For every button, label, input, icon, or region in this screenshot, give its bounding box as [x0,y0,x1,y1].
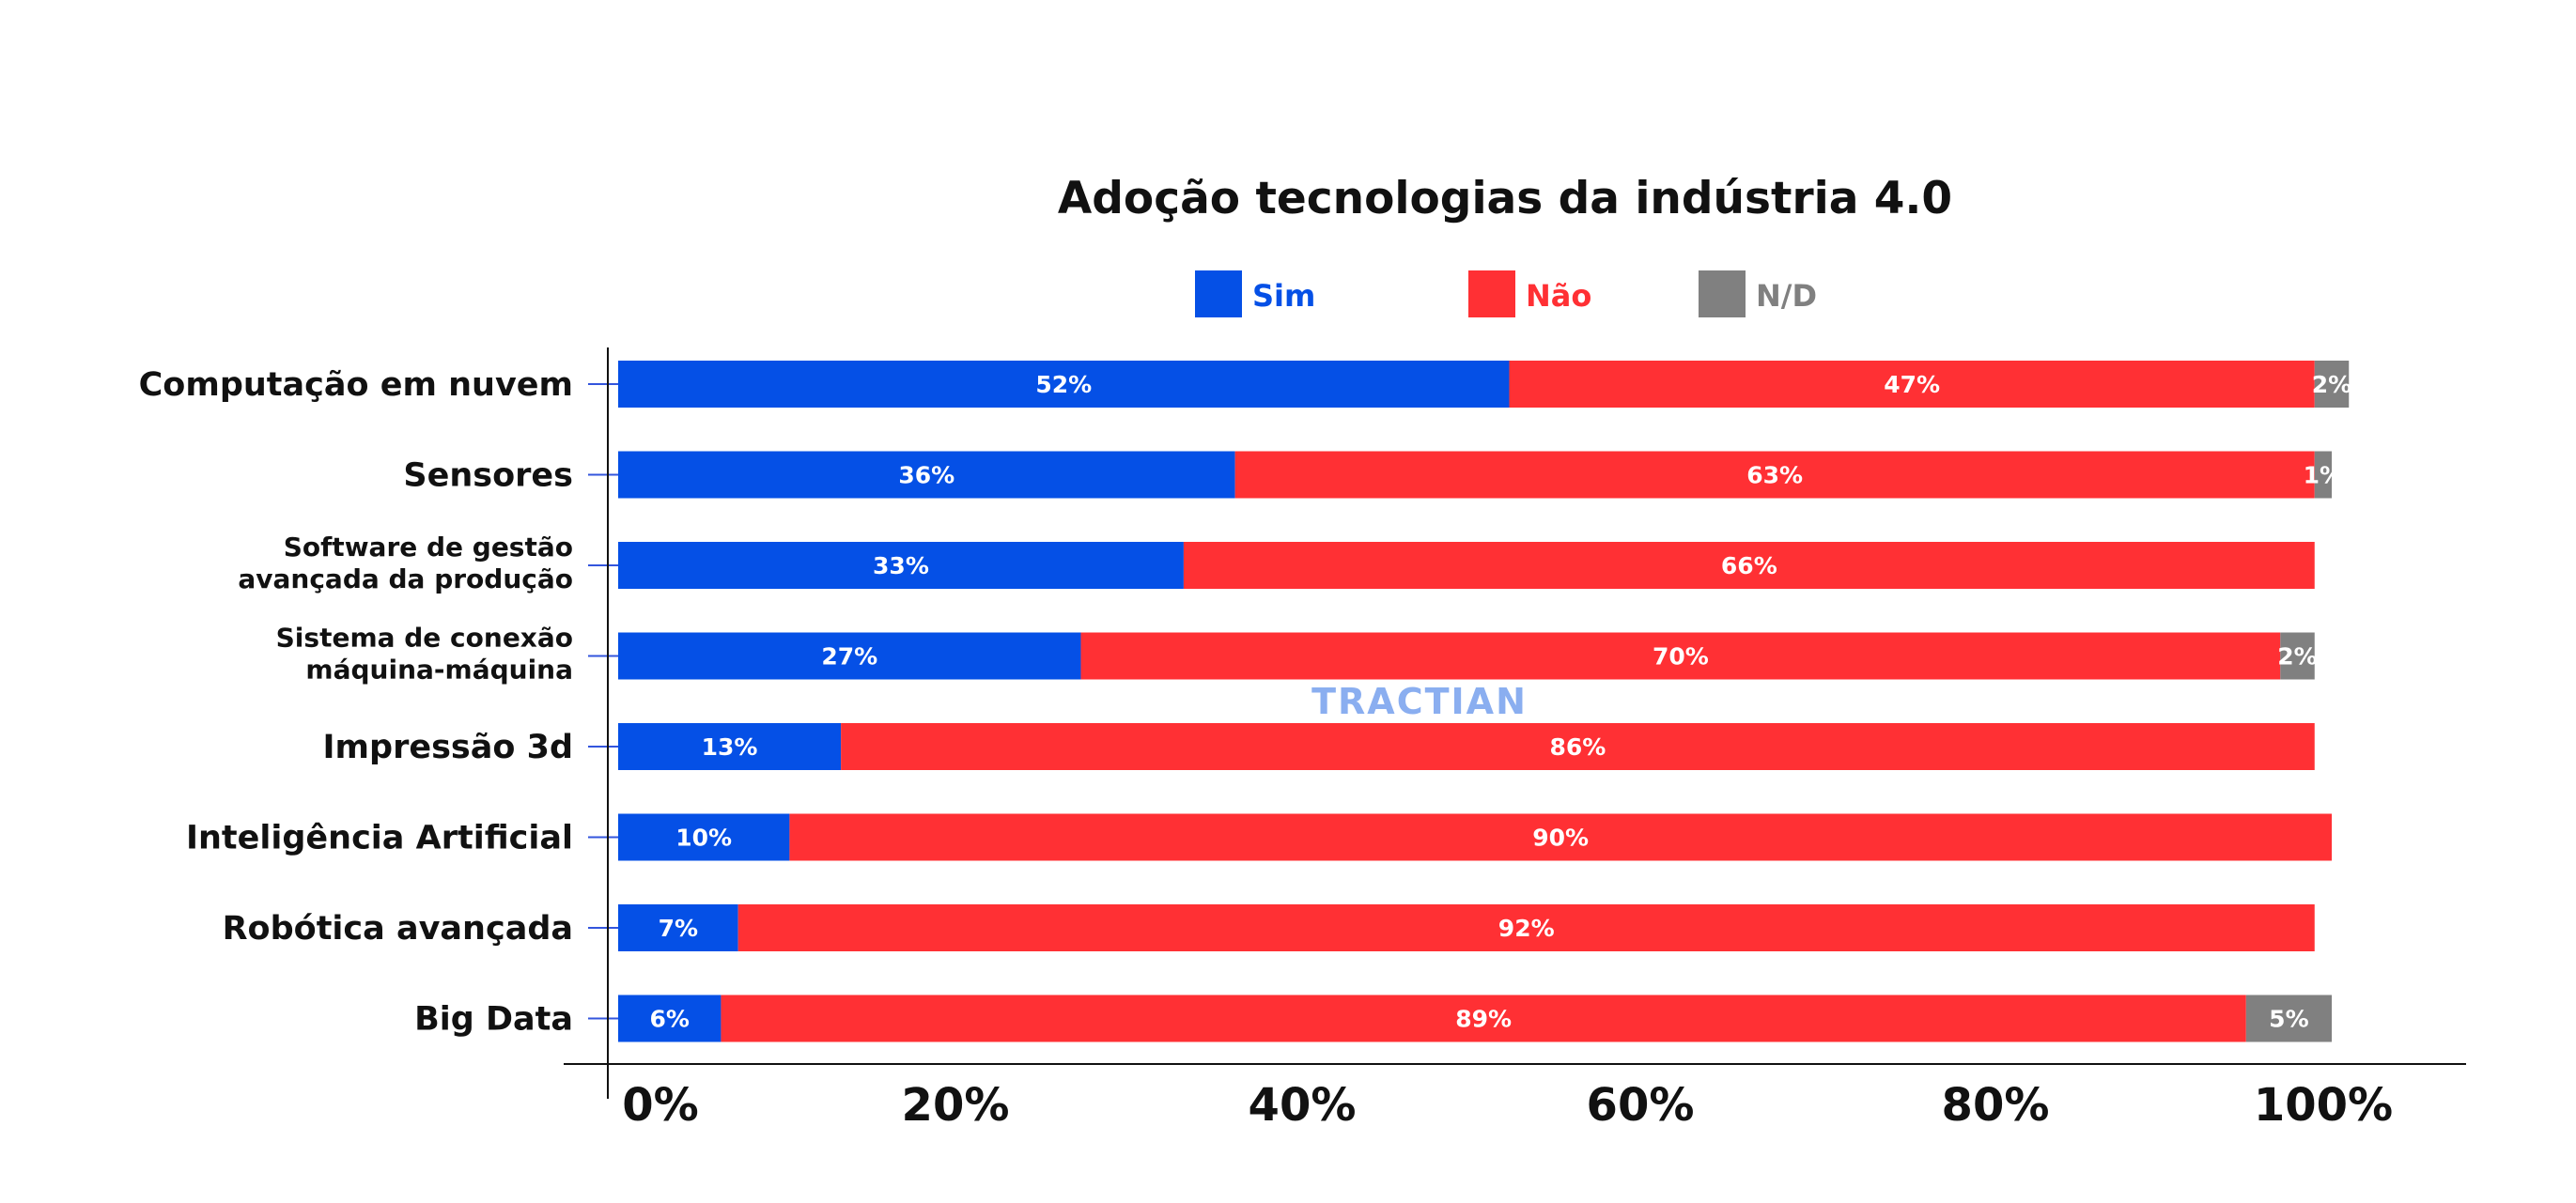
category-label-big-data: Big Data [414,1001,573,1039]
bar-n-d-sensores [2314,451,2332,499]
x-tick-label-60: 60% [1587,1079,1695,1132]
bar-nao-sensores [1234,451,2315,499]
data-label-n-d-sistema-de-conexao-maquina-maquina: 2% [2277,643,2317,671]
data-label-nao-sistema-de-conexao-maquina-maquina: 70% [1653,643,1709,671]
bar-nao-software-de-gestao-avancada-da-producao [1183,542,2315,589]
x-tick-label-80: 80% [1942,1079,2050,1132]
data-label-sim-impressao-3d: 13% [702,733,758,761]
data-label-nao-impressao-3d: 86% [1550,733,1606,761]
x-tick-label-20: 20% [902,1079,1010,1132]
bar-row-sensores: Sensores 36% 63% 1% [403,451,2343,499]
bar-row-robotica-avancada: Robótica avançada 7% 92% [223,904,2315,951]
bar-row-impressao-3d: Impressão 3d 13% 86% [323,723,2315,770]
legend-swatch-sim [1195,270,1242,317]
data-label-nao-computacao-em-nuvem: 47% [1884,371,1940,398]
category-label-computacao-em-nuvem: Computação em nuvem [139,366,573,404]
chart-axes: 0% 20% 40% 60% 80% 100% [564,347,2466,1132]
data-label-nao-software-de-gestao-avancada-da-producao: 66% [1721,552,1777,579]
bar-nao-sistema-de-conexao-maquina-maquina [1080,632,2281,680]
bar-row-computacao-em-nuvem: Computação em nuvem 52% 47% 2% [139,361,2351,408]
category-label-inteligencia-artificial: Inteligência Artificial [186,820,573,857]
tractian-watermark: TRACTIAN [1311,681,1528,722]
bar-nao-computacao-em-nuvem [1509,361,2315,408]
data-label-nao-inteligencia-artificial: 90% [1532,825,1589,852]
data-label-n-d-big-data: 5% [2269,1006,2308,1033]
category-label-sensores: Sensores [403,457,573,495]
bar-sim-inteligencia-artificial [618,813,790,861]
bar-n-d-computacao-em-nuvem [2314,361,2350,408]
legend-label-nao: Não [1526,278,1591,314]
bar-row-inteligencia-artificial: Inteligência Artificial 10% 90% [186,813,2332,861]
data-label-nao-big-data: 89% [1455,1006,1512,1033]
bar-area: Computação em nuvem 52% 47% 2% Sensores 36% 63… [139,361,2351,1042]
bar-nao-impressao-3d [841,723,2315,770]
bar-nao-inteligencia-artificial [789,813,2332,861]
bar-sim-sensores [618,451,1235,499]
bar-nao-big-data [721,995,2246,1042]
x-tick-label-40: 40% [1249,1079,1357,1132]
bar-sim-big-data [618,995,722,1042]
data-label-sim-robotica-avancada: 7% [659,915,698,942]
legend-label-n-d: N/D [1756,278,1817,314]
x-tick-label-100: 100% [2254,1079,2393,1132]
bar-sim-sistema-de-conexao-maquina-maquina [618,632,1081,680]
bar-sim-computacao-em-nuvem [618,361,1510,408]
bar-sim-software-de-gestao-avancada-da-producao [618,542,1184,589]
bar-nao-robotica-avancada [737,904,2315,951]
bar-n-d-big-data [2245,995,2332,1042]
data-label-sim-software-de-gestao-avancada-da-producao: 33% [873,552,929,579]
bar-n-d-sistema-de-conexao-maquina-maquina [2280,632,2315,680]
legend-label-sim: Sim [1252,278,1315,314]
bar-row-software-de-gestao-avancada-da-producao: Software de gestão avançada da produção 33… [238,532,2315,594]
data-label-sim-sensores: 36% [898,462,954,489]
legend-swatch-n-d [1699,270,1746,317]
data-label-nao-sensores: 63% [1746,462,1803,489]
chart-title: Adoção tecnologias da indústria 4.0 [1058,173,1952,224]
data-label-sim-inteligencia-artificial: 10% [675,825,732,852]
data-label-sim-computacao-em-nuvem: 52% [1035,371,1092,398]
bar-row-big-data: Big Data 6% 89% 5% [414,995,2332,1042]
data-label-sim-big-data: 6% [649,1006,689,1033]
category-label-sistema-de-conexao-maquina-maquina: Sistema de conexão máquina-máquina [276,623,573,686]
category-label-robotica-avancada: Robótica avançada [223,910,573,948]
category-label-software-de-gestao-avancada-da-producao: Software de gestão avançada da produção [238,532,573,594]
data-label-nao-robotica-avancada: 92% [1498,915,1555,942]
x-tick-label-0: 0% [622,1079,699,1132]
legend-swatch-nao [1468,270,1515,317]
data-label-n-d-computacao-em-nuvem: 2% [2312,371,2351,398]
data-label-sim-sistema-de-conexao-maquina-maquina: 27% [821,643,877,671]
category-label-impressao-3d: Impressão 3d [323,729,573,766]
bar-sim-impressao-3d [618,723,842,770]
chart-legend: Sim Não N/D [1195,270,1817,317]
data-label-n-d-sensores: 1% [2304,462,2343,489]
bar-sim-robotica-avancada [618,904,738,951]
bar-row-sistema-de-conexao-maquina-maquina: Sistema de conexão máquina-máquina 27% 70% 2… [276,623,2318,686]
